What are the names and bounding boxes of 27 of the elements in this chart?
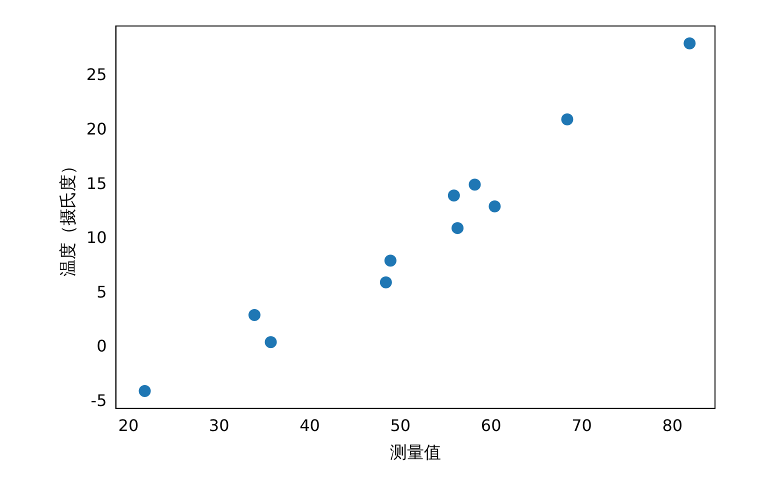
x-tick-label: 30 (208, 416, 230, 436)
point (448, 189, 460, 202)
point (684, 37, 696, 50)
y-tick-label: 5 (96, 282, 107, 302)
y-axis-title: 温度（摄氏度） (58, 158, 79, 277)
x-tick-label: 50 (390, 416, 411, 436)
y-tick-label: 20 (86, 119, 107, 138)
point (380, 276, 392, 288)
point (561, 113, 574, 126)
y-tick-label: 10 (86, 228, 107, 248)
point (384, 254, 396, 267)
point (488, 200, 501, 212)
x-axis-title: 测量值 (390, 443, 441, 464)
y-tick-label: 25 (86, 65, 107, 84)
y-tick-label: 15 (86, 174, 107, 193)
x-tick-label: 20 (118, 416, 139, 436)
x-tick-label: 80 (662, 416, 683, 436)
y-tick-label: -5 (90, 391, 107, 410)
point (468, 178, 481, 191)
y-tick-label: 0 (96, 336, 107, 356)
x-tick-label: 60 (480, 416, 502, 436)
point (248, 308, 260, 321)
point (264, 336, 277, 348)
point (138, 385, 151, 398)
x-tick-label: 70 (572, 416, 592, 436)
point (452, 222, 464, 234)
x-tick-label: 40 (300, 416, 320, 436)
